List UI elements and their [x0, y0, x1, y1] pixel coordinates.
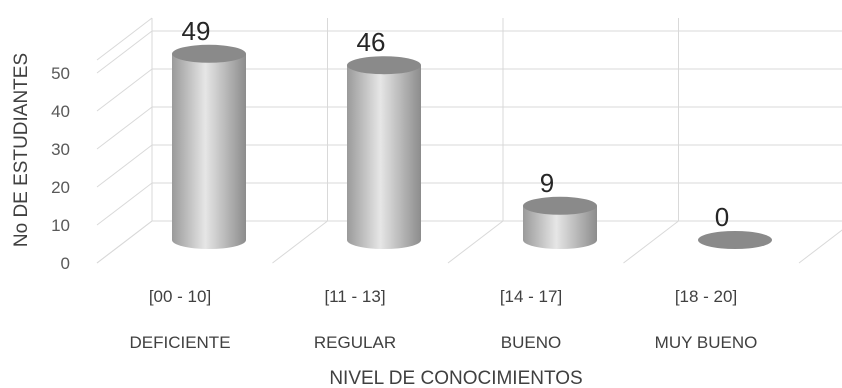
x-group-label-3: MUY BUENO	[655, 333, 758, 352]
bar-body-1	[347, 65, 421, 249]
bar-0: 49	[172, 16, 246, 249]
y-tick-label-5: 50	[51, 64, 70, 83]
bar-top-1	[347, 56, 421, 75]
y-tick-label-4: 40	[51, 102, 70, 121]
chart-bars: 49 46 9 0	[172, 16, 772, 249]
data-label-1: 46	[357, 27, 386, 57]
bar-3: 0	[698, 202, 772, 249]
y-tick-label-3: 30	[51, 140, 70, 159]
x-tick-label-3: [18 - 20]	[675, 287, 737, 306]
y-axis-ticks: 0 10 20 30 40 50	[51, 64, 70, 273]
data-label-2: 9	[540, 168, 554, 198]
gridline-diag-5	[96, 30, 153, 74]
x-group-label-1: REGULAR	[314, 333, 396, 352]
floor-line-3	[623, 220, 679, 264]
bar-top-3	[698, 231, 772, 249]
gridline-diag-2	[96, 144, 153, 188]
y-tick-label-2: 20	[51, 178, 70, 197]
gridline-diag-3	[96, 106, 153, 150]
bar-top-0	[172, 44, 246, 63]
bar-body-0	[172, 53, 246, 249]
x-tick-label-0: [00 - 10]	[149, 287, 211, 306]
chart-grid	[96, 17, 842, 264]
floor-line-4	[798, 229, 842, 264]
data-label-0: 49	[182, 16, 211, 46]
y-tick-label-0: 0	[61, 254, 70, 273]
gridline-top-diag	[96, 17, 153, 61]
x-tick-label-1: [11 - 13]	[324, 287, 385, 306]
floor-line-0	[96, 220, 153, 264]
x-group-label-2: BUENO	[501, 333, 561, 352]
bar-1: 46	[347, 27, 421, 249]
y-axis-title: No DE ESTUDIANTES	[11, 53, 32, 247]
x-axis-title: NIVEL DE CONOCIMIENTOS	[329, 368, 582, 388]
x-axis-labels: [00 - 10] DEFICIENTE [11 - 13] REGULAR [14 -…	[129, 287, 757, 352]
x-tick-label-2: [14 - 17]	[500, 287, 562, 306]
y-tick-label-1: 10	[51, 216, 70, 235]
data-label-3: 0	[715, 202, 729, 232]
bar-top-2	[523, 196, 597, 215]
floor-line-2	[447, 220, 504, 264]
bar-body-2	[523, 205, 597, 249]
x-group-label-0: DEFICIENTE	[129, 333, 230, 352]
bar-2: 9	[523, 168, 597, 249]
gridline-diag-1	[96, 182, 153, 226]
gridline-diag-4	[96, 68, 153, 112]
floor-line-1	[272, 220, 328, 264]
